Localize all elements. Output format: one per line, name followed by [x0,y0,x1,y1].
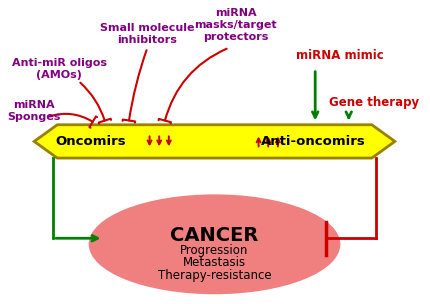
Text: Progression: Progression [180,244,249,257]
Polygon shape [34,125,395,158]
Text: miRNA mimic: miRNA mimic [297,49,384,62]
Text: Anti-oncomirs: Anti-oncomirs [261,135,366,148]
Text: Metastasis: Metastasis [183,256,246,269]
Text: Therapy-resistance: Therapy-resistance [158,269,271,282]
Text: Anti-miR oligos
(AMOs): Anti-miR oligos (AMOs) [12,58,107,80]
Ellipse shape [89,194,341,294]
Text: miRNA
masks/target
protectors: miRNA masks/target protectors [194,8,277,42]
Text: Small molecule
inhibitors: Small molecule inhibitors [100,23,195,45]
Text: miRNA
Sponges: miRNA Sponges [8,100,61,122]
Text: CANCER: CANCER [170,226,259,245]
Text: Oncomirs: Oncomirs [55,135,126,148]
Text: Gene therapy: Gene therapy [329,95,419,109]
